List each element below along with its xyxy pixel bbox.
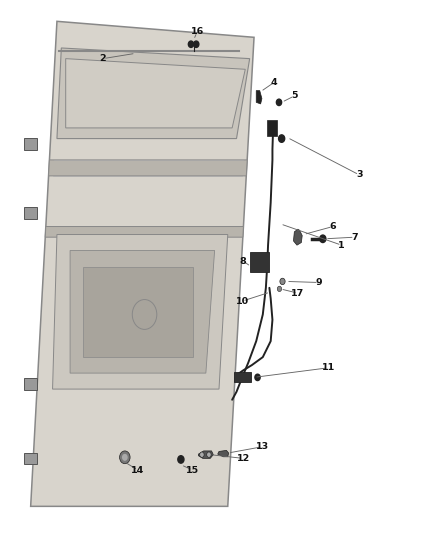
Text: 9: 9: [315, 278, 322, 287]
Circle shape: [279, 135, 285, 142]
Bar: [24, 453, 37, 464]
Circle shape: [120, 451, 130, 464]
Bar: [24, 138, 37, 150]
Circle shape: [200, 452, 204, 457]
Text: 11: 11: [322, 364, 335, 372]
Polygon shape: [83, 266, 193, 357]
Text: 7: 7: [351, 233, 358, 241]
Text: 8: 8: [240, 257, 247, 265]
Circle shape: [122, 454, 128, 461]
Circle shape: [255, 374, 260, 381]
Text: 16: 16: [191, 28, 204, 36]
Circle shape: [207, 452, 211, 457]
Text: 14: 14: [131, 466, 145, 474]
Polygon shape: [57, 48, 250, 139]
Polygon shape: [256, 91, 262, 104]
Polygon shape: [31, 21, 254, 506]
Bar: [24, 207, 37, 219]
Bar: [24, 378, 37, 390]
Circle shape: [188, 41, 194, 47]
Bar: [234, 372, 251, 382]
Text: 17: 17: [291, 289, 304, 297]
Polygon shape: [53, 235, 228, 389]
Circle shape: [194, 41, 199, 47]
Polygon shape: [49, 160, 247, 176]
Polygon shape: [66, 59, 245, 128]
Text: 2: 2: [99, 54, 106, 63]
Polygon shape: [198, 451, 213, 458]
Text: 10: 10: [236, 297, 249, 305]
Bar: [267, 120, 277, 136]
Circle shape: [178, 456, 184, 463]
Text: 6: 6: [329, 222, 336, 231]
Text: 5: 5: [291, 92, 297, 100]
Text: 15: 15: [186, 466, 199, 474]
Circle shape: [280, 278, 285, 285]
Circle shape: [276, 99, 282, 106]
Circle shape: [320, 235, 326, 243]
Bar: [250, 252, 269, 272]
Polygon shape: [45, 227, 244, 237]
Text: 3: 3: [356, 171, 362, 179]
Text: 13: 13: [256, 442, 269, 451]
Polygon shape: [293, 229, 302, 245]
Polygon shape: [218, 450, 229, 457]
Text: 4: 4: [270, 78, 277, 87]
Circle shape: [277, 286, 282, 292]
Polygon shape: [70, 251, 215, 373]
Text: 1: 1: [338, 241, 345, 249]
Text: 12: 12: [237, 454, 250, 463]
